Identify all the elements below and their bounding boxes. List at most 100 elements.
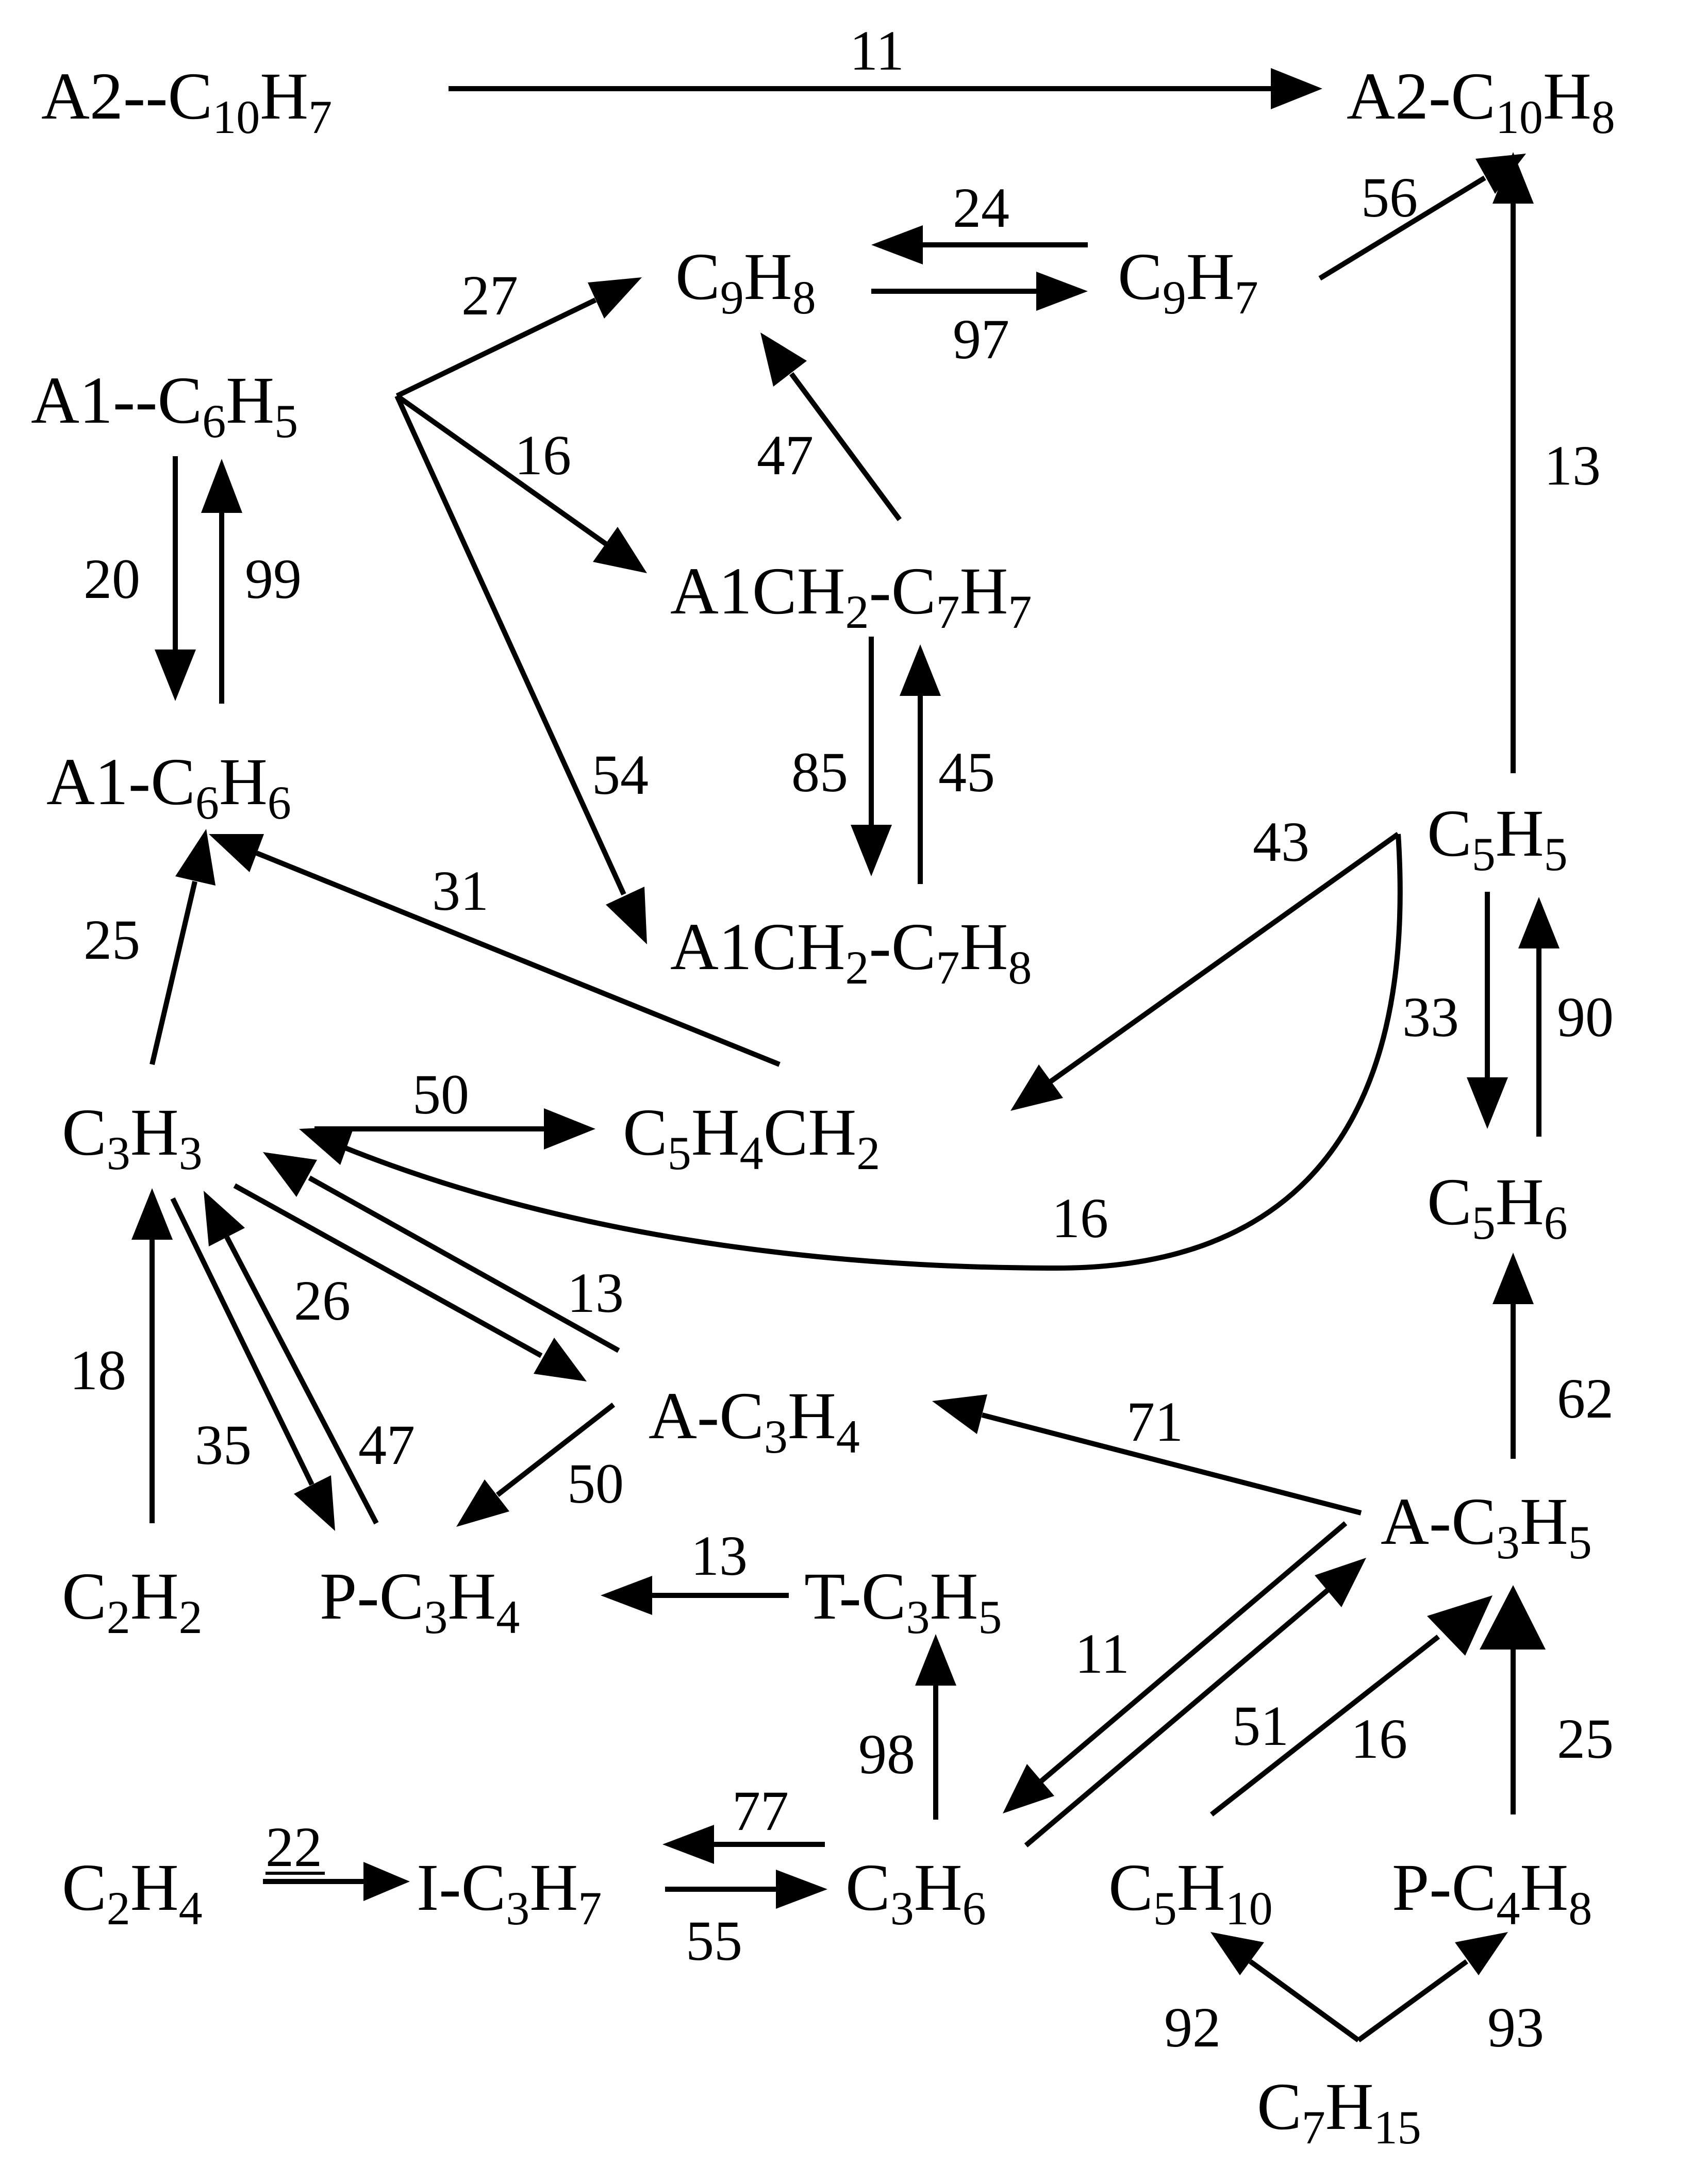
formula-subscript: 4 <box>496 1591 520 1643</box>
formula-subscript: 10 <box>212 91 260 143</box>
arrow-c7h15-to-pc4h8 <box>1357 1959 1468 2043</box>
formula-subscript: 7 <box>308 91 332 143</box>
formula-subscript: 5 <box>1472 828 1496 880</box>
formula-subscript: 6 <box>268 776 291 829</box>
formula-text: CH <box>764 1095 857 1170</box>
reaction-rate-label: 27 <box>461 264 518 327</box>
formula-text: P-C <box>1392 1851 1496 1925</box>
arrowhead-a1ch2c7h7-to-a1ch2c7h8 <box>851 825 892 876</box>
formula-subscript: 4 <box>1496 1882 1520 1935</box>
formula-text: C <box>1257 2070 1302 2144</box>
formula-text: H <box>1520 1485 1568 1559</box>
reaction-rate-label: 90 <box>1557 986 1614 1048</box>
arrowhead-ac3h4-to-pc3h4 <box>456 1479 509 1527</box>
formula-text: C <box>845 1851 890 1925</box>
species-a-c3h4: A-C3H4 <box>649 1379 860 1463</box>
arrowhead-pc4h8-to-ac3h5 <box>1480 1585 1546 1650</box>
formula-subscript: 8 <box>1591 91 1615 143</box>
arrowhead-ic3h7-to-c3h6 <box>776 1870 827 1909</box>
arrow-ac3h5-to-ac3h4 <box>981 1412 1362 1515</box>
arrowhead-c9h8-to-c9h7 <box>1036 272 1088 311</box>
species-a2-c10h8: A2-C10H8 <box>1347 59 1615 143</box>
formula-text: H <box>1325 2070 1374 2144</box>
species-c5h6: C5H6 <box>1427 1165 1568 1249</box>
formula-subscript: 2 <box>107 1591 130 1643</box>
formula-subscript: 2 <box>179 1591 203 1643</box>
formula-text: C <box>1427 796 1472 871</box>
arrow-ac3h4-to-c3h3 <box>308 1175 620 1353</box>
formula-subscript: 10 <box>1496 91 1543 143</box>
formula-subscript: 7 <box>578 1882 602 1935</box>
formula-text: H <box>130 1851 179 1925</box>
formula-text: A2--C <box>41 59 212 134</box>
reaction-rate-label: 47 <box>757 424 814 487</box>
formula-text: T-C <box>804 1559 906 1634</box>
reaction-rate-label: 25 <box>1557 1707 1614 1770</box>
reaction-rate-label: 93 <box>1487 1996 1544 2059</box>
reaction-rate-label: 13 <box>1544 434 1601 497</box>
formula-subscript: 3 <box>179 1127 203 1179</box>
formula-subscript: 3 <box>890 1882 914 1935</box>
arrowhead-c3h6-to-tc3h5 <box>915 1634 956 1686</box>
reaction-rate-label: 62 <box>1557 1367 1614 1430</box>
reaction-rate-label: 97 <box>953 308 1009 371</box>
arrowhead-c2h4-to-ic3h7 <box>363 1862 410 1901</box>
formula-text: C <box>1118 240 1163 314</box>
arrowhead-c5h6-to-c5h5 <box>1518 897 1560 948</box>
arrow-c5h4ch2-to-a1c6h6 <box>256 851 781 1067</box>
species-c2h4: C2H4 <box>62 1851 203 1935</box>
arrow-pc3h4-to-c3h3 <box>224 1236 379 1525</box>
species-c9h7: C9H7 <box>1118 240 1258 324</box>
arrowhead-a2c10h7-to-a2c10h8 <box>1271 68 1322 109</box>
reaction-rate-label: 47 <box>358 1413 415 1476</box>
arrow-c9h7-to-a2c10h8 <box>1318 175 1486 281</box>
formula-text: H <box>1496 1165 1544 1239</box>
formula-text: H <box>959 910 1008 984</box>
formula-subscript: 5 <box>274 395 298 447</box>
species-a1-c6h5: A1--C6H5 <box>31 363 298 447</box>
formula-subscript: 5 <box>668 1127 691 1179</box>
arrowhead-a1c6h6-to-a1c6h5 <box>201 459 242 513</box>
species-c3h3: C3H3 <box>62 1095 203 1179</box>
arrowhead-ac3h5-to-c3h6 <box>1003 1764 1054 1813</box>
species-a2-c10h7: A2--C10H7 <box>41 59 332 143</box>
species-a1-c6h6: A1-C6H6 <box>46 745 291 829</box>
arrowhead-c3h6-to-ac3h5 <box>1315 1558 1366 1607</box>
arrowhead-c3h6-to-ic3h7 <box>662 1825 714 1864</box>
formula-subscript: 7 <box>1235 271 1258 324</box>
formula-subscript: 7 <box>1008 586 1032 638</box>
species-c2h2: C2H2 <box>62 1559 203 1643</box>
reaction-rate-label: 50 <box>567 1452 624 1515</box>
reaction-rate-label: 77 <box>732 1779 789 1842</box>
formula-subscript: 5 <box>978 1591 1002 1643</box>
arrow-c3h3-to-a1c6h6 <box>150 880 197 1065</box>
species-c5h10: C5H10 <box>1108 1851 1273 1935</box>
reaction-rate-label: 35 <box>195 1413 252 1476</box>
reaction-rate-label: 16 <box>1351 1707 1407 1770</box>
reaction-rate-label: 43 <box>1253 810 1309 873</box>
reaction-rate-label: 20 <box>84 547 140 610</box>
reaction-rate-label: 24 <box>953 176 1009 239</box>
arrowhead-c5h4ch2-to-a1c6h6 <box>209 834 264 872</box>
formula-text: A1--C <box>31 363 202 438</box>
formula-subscript: 4 <box>836 1410 860 1463</box>
arrow-c5h5-to-c3h3 <box>342 834 1403 1271</box>
formula-subscript: 5 <box>1544 828 1568 880</box>
arrowhead-c5h5-to-c5h4ch2 <box>1010 1064 1063 1111</box>
formula-subscript: 7 <box>936 941 959 994</box>
arrow-a1c6h5-to-a1ch2c7h7 <box>395 393 607 546</box>
arrowhead-c5h5-to-c3h3 <box>299 1126 354 1165</box>
arrowhead-c5h10-to-ac3h5 <box>1427 1595 1493 1656</box>
arrowhead-c9h7-to-c9h8 <box>871 225 923 264</box>
formula-subscript: 2 <box>845 586 869 638</box>
formula-text: H <box>1177 1851 1225 1925</box>
formula-subscript: 3 <box>764 1410 788 1463</box>
formula-subscript: 7 <box>1302 2101 1325 2154</box>
formula-text: C <box>1108 1851 1153 1925</box>
reaction-rate-label: 50 <box>412 1063 469 1126</box>
formula-text: C <box>1427 1165 1472 1239</box>
formula-text: H <box>744 240 792 314</box>
formula-text: H <box>447 1559 496 1634</box>
